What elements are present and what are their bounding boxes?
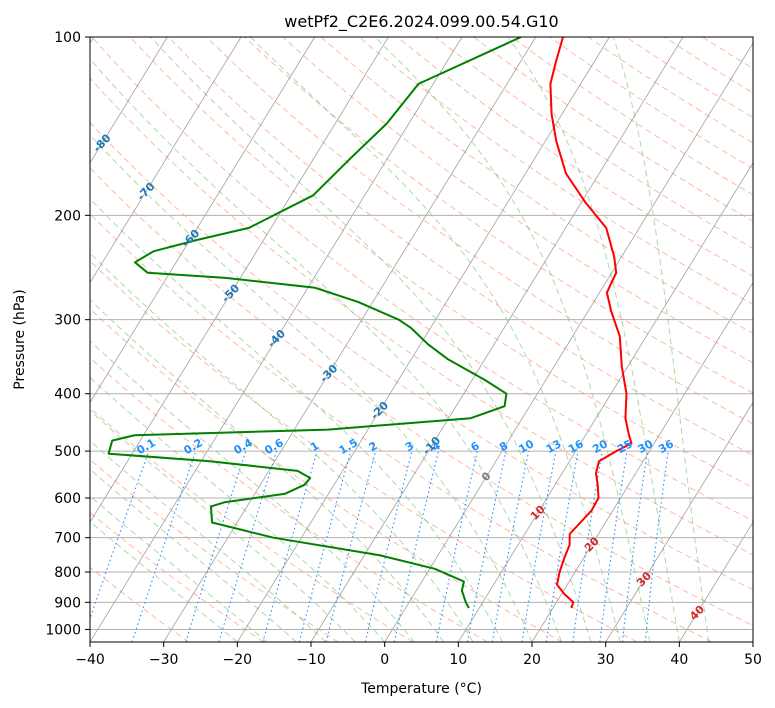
y-tick-label: 1000 <box>45 622 81 638</box>
dry-adiabat-line <box>511 37 753 196</box>
isotherm-line <box>90 37 316 404</box>
plot-area-background <box>90 37 753 642</box>
mixing-ratio-lines <box>90 450 669 642</box>
dry-adiabat-line <box>320 37 753 334</box>
dry-adiabat-line <box>90 260 638 642</box>
moist-adiabat-line <box>90 340 415 642</box>
dry-adiabat-line <box>90 308 563 642</box>
x-tick-label: 50 <box>744 652 762 668</box>
mixing-ratio-line <box>545 450 579 642</box>
x-tick-label: −40 <box>75 652 105 668</box>
dry-adiabat-line <box>91 37 753 522</box>
dry-adiabat-line <box>206 37 753 425</box>
moist-adiabat-line <box>150 37 592 642</box>
dry-adiabat-line <box>435 37 753 250</box>
mixing-ratio-line <box>621 451 649 642</box>
x-axis: −40 −30 −20 −10 0 10 20 30 40 50 <box>75 642 762 668</box>
x-tick-label: −10 <box>296 652 326 668</box>
isotherm-line <box>605 401 753 642</box>
dry-adiabat-line <box>90 407 414 642</box>
moist-adiabat-line <box>90 468 297 642</box>
moist-adiabat-line <box>250 37 621 642</box>
chart-title: wetPf2_C2E6.2024.099.00.54.G10 <box>284 12 558 32</box>
x-tick-label: −30 <box>149 652 179 668</box>
moist-adiabat-line <box>90 409 356 642</box>
dry-adiabat-line <box>90 511 264 642</box>
dry-adiabat-line <box>396 37 753 277</box>
mixing-ratio-line <box>262 450 318 642</box>
mixing-ratio-line <box>218 450 278 642</box>
sounding-line <box>549 37 633 609</box>
isotherm-line <box>384 42 753 642</box>
y-axis-label: Pressure (hPa) <box>12 289 28 389</box>
mixing-ratio-line <box>572 451 603 642</box>
y-tick-label: 700 <box>54 531 81 547</box>
dry-adiabats <box>90 37 753 642</box>
moist-adiabat-line <box>90 58 562 642</box>
mixing-ratio-line <box>185 450 247 642</box>
y-tick-label: 100 <box>54 30 81 46</box>
sounding-line <box>107 37 522 609</box>
mixing-ratio-line <box>521 450 557 642</box>
sounding-series <box>107 37 633 609</box>
moist-adiabat-line <box>90 495 268 642</box>
y-tick-label: 900 <box>54 595 81 611</box>
mixing-ratio-line <box>644 451 669 642</box>
x-tick-label: 40 <box>670 652 688 668</box>
dry-adiabat-line <box>90 213 712 642</box>
x-tick-label: 30 <box>597 652 615 668</box>
isotherm-line <box>310 37 684 642</box>
pressure-grid <box>90 37 753 630</box>
dry-adiabat-line <box>90 77 753 556</box>
mixing-ratio-line <box>599 451 628 642</box>
y-tick-label: 600 <box>54 491 81 507</box>
x-tick-label: 10 <box>449 652 467 668</box>
dry-adiabat-line <box>90 121 753 591</box>
isotherm-line <box>163 37 537 642</box>
moist-adiabat-line <box>90 440 327 642</box>
y-tick-label: 800 <box>54 565 81 581</box>
y-tick-label: 200 <box>54 208 81 224</box>
mixing-ratio-line <box>364 450 413 642</box>
x-axis-label: Temperature (°C) <box>360 681 482 697</box>
mixing-ratio-line <box>325 450 377 642</box>
plot-frame <box>89 36 754 643</box>
y-axis: 100 200 300 400 500 600 700 800 900 1000 <box>45 30 90 638</box>
mixing-ratio-line <box>435 450 478 642</box>
dry-adiabat-line <box>168 37 753 456</box>
x-tick-label: 0 <box>380 652 389 668</box>
x-tick-label: 20 <box>523 652 541 668</box>
moist-adiabat-line <box>90 299 444 642</box>
y-tick-label: 400 <box>54 387 81 403</box>
isotherm-line <box>90 37 463 642</box>
mixing-ratio-line <box>393 450 440 642</box>
dry-adiabat-line <box>473 37 753 222</box>
isotherm-line <box>90 37 389 523</box>
y-tick-label: 300 <box>54 313 81 329</box>
moist-adiabat-line <box>90 198 503 642</box>
mixing-ratio-line <box>491 450 530 642</box>
isotherm-line <box>531 281 753 642</box>
moist-adiabat-line <box>90 252 474 642</box>
dry-adiabat-line <box>358 37 753 305</box>
x-tick-label: −20 <box>223 652 253 668</box>
isotherm-line <box>678 521 753 642</box>
y-tick-label: 500 <box>54 444 81 460</box>
moist-adiabat-line <box>374 37 651 642</box>
isotherm-line <box>457 162 753 642</box>
isotherm-line <box>90 37 168 164</box>
mixing-ratio-line <box>298 450 352 642</box>
moist-adiabat-line <box>613 37 710 642</box>
isotherm-line <box>90 37 242 284</box>
moist-adiabats <box>90 37 710 642</box>
mixing-ratio-line <box>131 450 197 642</box>
plot-layers <box>90 37 753 642</box>
mixing-ratio-line <box>466 450 507 642</box>
moist-adiabat-line <box>507 37 680 642</box>
